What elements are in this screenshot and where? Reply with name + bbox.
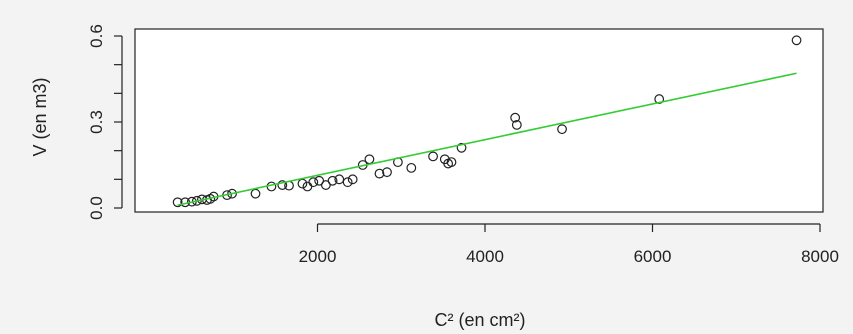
data-point: [428, 151, 438, 162]
data-point: [446, 157, 457, 168]
data-point: [327, 175, 338, 186]
data-point: [334, 174, 345, 185]
y-axis-title: V (en m3): [30, 77, 50, 156]
data-point: [342, 177, 353, 188]
y-tick-label: 0.6: [87, 24, 106, 48]
data-point: [654, 94, 665, 104]
data-point: [314, 175, 325, 186]
data-point: [308, 177, 319, 188]
data-point: [510, 112, 521, 123]
x-tick-label: 6000: [634, 247, 672, 266]
x-axis-title: C² (en cm²): [435, 310, 526, 330]
x-tick-label: 8000: [801, 247, 839, 266]
data-point: [250, 188, 261, 199]
x-tick-label: 2000: [299, 247, 337, 266]
y-axis: 0.0 0.3 0.6: [87, 24, 123, 220]
data-point: [347, 174, 358, 185]
data-point: [382, 167, 392, 178]
regression-line: [177, 72, 797, 206]
data-point: [172, 197, 183, 208]
data-point: [277, 180, 288, 190]
data-point: [320, 180, 331, 190]
x-tick-label: 4000: [466, 247, 504, 266]
data-point: [456, 142, 467, 153]
data-point: [406, 162, 417, 173]
y-tick-label: 0.0: [87, 196, 106, 220]
data-point: [374, 168, 385, 179]
y-tick-label: 0.3: [87, 110, 106, 134]
fit-line: [177, 72, 797, 206]
data-point: [557, 124, 567, 135]
x-axis: 2000 4000 6000 8000: [299, 223, 839, 266]
plot-area: [134, 28, 824, 213]
data-point: [511, 119, 522, 130]
data-point: [791, 35, 802, 46]
